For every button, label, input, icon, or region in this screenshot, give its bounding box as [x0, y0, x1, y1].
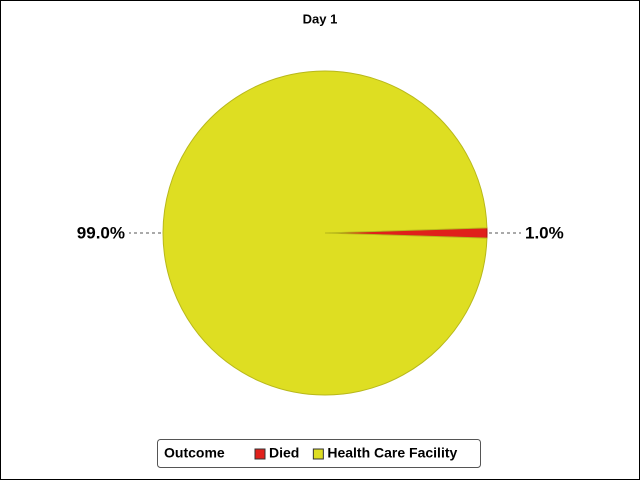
legend-label: Died: [269, 445, 299, 461]
legend-title: Outcome: [164, 445, 225, 461]
legend-swatch: [312, 448, 324, 460]
value-label: 99.0%: [77, 223, 125, 242]
legend-swatch: [254, 448, 266, 460]
legend-label: Health Care Facility: [327, 445, 457, 461]
chart-title: Day 1: [303, 11, 338, 26]
value-label: 1.0%: [525, 223, 564, 242]
pie-slice: [162, 70, 488, 396]
